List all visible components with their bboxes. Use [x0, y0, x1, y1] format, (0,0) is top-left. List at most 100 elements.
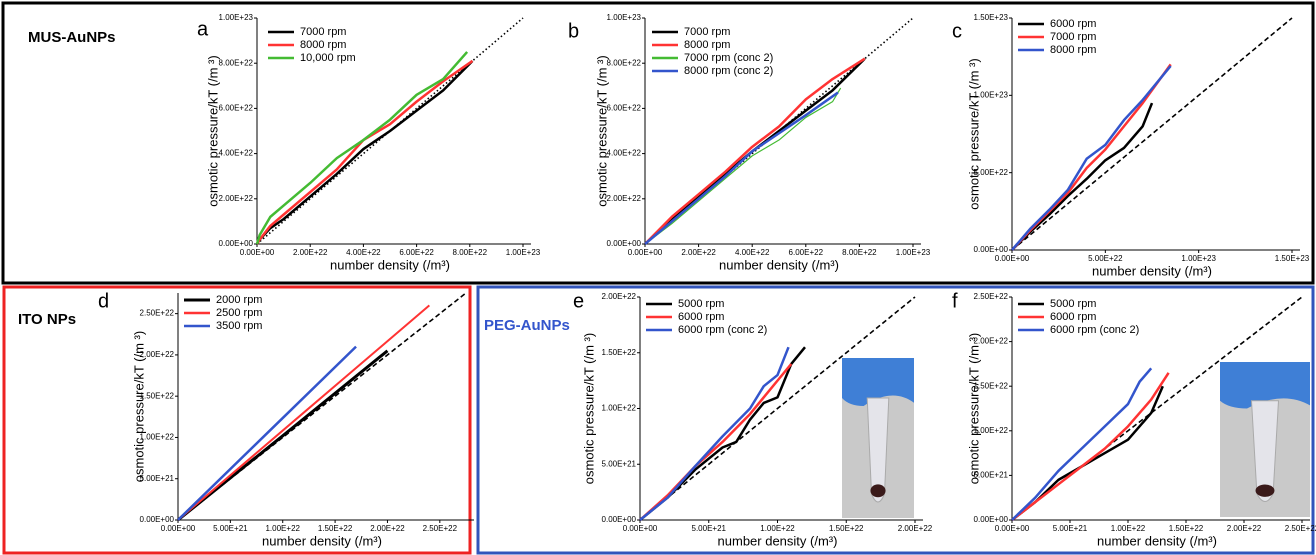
legend-label: 5000 rpm [678, 298, 724, 310]
legend-label: 7000 rpm [1050, 31, 1096, 43]
y-tick-label: 6.00E+22 [219, 104, 254, 113]
data-line [1011, 65, 1172, 251]
x-tick-label: 2.00E+22 [1227, 524, 1262, 533]
y-tick-label: 8.00E+22 [219, 58, 254, 67]
y-tick-label: 0.00E+00 [607, 239, 642, 248]
data-line [177, 345, 357, 521]
x-tick-label: 0.00E+00 [995, 254, 1030, 263]
y-tick-label: 0.00E+00 [140, 515, 175, 524]
x-tick-label: 0.00E+00 [628, 248, 663, 257]
legend-label: 8000 rpm [1050, 44, 1096, 56]
y-tick-label: 2.00E+22 [974, 337, 1009, 346]
y-tick-label: 0.00E+00 [602, 515, 637, 524]
x-axis-title: number density (/m³) [330, 257, 450, 272]
y-tick-label: 2.00E+22 [140, 350, 175, 359]
x-axis-title: number density (/m³) [262, 533, 382, 548]
x-tick-label: 2.50E+22 [1285, 524, 1316, 533]
data-line [1011, 367, 1153, 521]
legend-label: 8000 rpm [684, 39, 730, 51]
y-tick-label: 8.00E+22 [607, 58, 642, 67]
reference-line [639, 296, 916, 521]
group-label: PEG-AuNPs [484, 317, 570, 334]
legend-label: 2500 rpm [216, 307, 262, 319]
data-line [644, 57, 866, 245]
y-axis-title: osmotic pressure/kT (/m ³) [205, 55, 220, 206]
y-tick-label: 2.00E+22 [219, 194, 254, 203]
y-tick-label: 1.00E+22 [974, 426, 1009, 435]
data-line [1011, 102, 1154, 251]
x-tick-label: 6.00E+22 [789, 248, 824, 257]
y-tick-label: 2.50E+22 [140, 309, 175, 318]
x-tick-label: 2.00E+22 [681, 248, 716, 257]
x-axis-title: number density (/m³) [1097, 533, 1217, 548]
x-tick-label: 2.50E+22 [423, 524, 458, 533]
inset-pellet [870, 484, 886, 498]
data-line [255, 59, 474, 245]
x-tick-label: 1.50E+22 [829, 524, 864, 533]
x-tick-label: 4.00E+22 [735, 248, 770, 257]
x-tick-label: 1.00E+22 [1111, 524, 1146, 533]
y-tick-label: 0.00E+00 [974, 245, 1009, 254]
legend-label: 3500 rpm [216, 320, 262, 332]
reference-line [1011, 17, 1293, 251]
legend-label: 5000 rpm [1050, 298, 1096, 310]
legend-label: 6000 rpm (conc 2) [1050, 324, 1139, 336]
y-tick-label: 0.00E+00 [219, 239, 254, 248]
legend-label: 8000 rpm [300, 39, 346, 51]
inset-glove [842, 358, 914, 406]
y-axis-title: osmotic pressure/kT (/m ³) [581, 333, 596, 484]
reference-line [644, 17, 914, 245]
y-tick-label: 4.00E+22 [219, 149, 254, 158]
panel-letter: f [952, 290, 958, 312]
x-tick-label: 1.50E+22 [1169, 524, 1204, 533]
legend-label: 6000 rpm (conc 2) [678, 324, 767, 336]
legend-label: 8000 rpm (conc 2) [684, 65, 773, 77]
y-tick-label: 2.50E+22 [974, 292, 1009, 301]
legend-label: 6000 rpm [1050, 18, 1096, 30]
inset-pellet [1255, 484, 1275, 497]
y-tick-label: 2.00E+22 [602, 292, 637, 301]
x-tick-label: 6.00E+22 [399, 248, 434, 257]
panel-letter: c [952, 20, 962, 42]
data-line [644, 91, 839, 245]
y-axis-title: osmotic pressure/kT (/m ³) [594, 55, 609, 206]
reference-line [177, 292, 467, 521]
x-tick-label: 1.50E+22 [318, 524, 353, 533]
group-frame [2, 285, 472, 555]
y-tick-label: 1.00E+22 [602, 404, 637, 413]
group-frame [476, 285, 1315, 555]
legend-label: 6000 rpm [1050, 311, 1096, 323]
data-line [639, 346, 806, 521]
group-frame [1, 1, 1315, 285]
data-line [639, 346, 790, 521]
x-tick-label: 0.00E+00 [623, 524, 658, 533]
x-tick-label: 5.00E+21 [692, 524, 727, 533]
y-tick-label: 1.50E+22 [140, 391, 175, 400]
x-tick-label: 5.00E+21 [213, 524, 248, 533]
x-tick-label: 5.00E+21 [1053, 524, 1088, 533]
y-tick-label: 1.00E+23 [219, 13, 254, 22]
y-tick-label: 1.50E+22 [974, 381, 1009, 390]
y-tick-label: 1.00E+23 [607, 13, 642, 22]
x-tick-label: 1.00E+23 [896, 248, 931, 257]
group-label: MUS-AuNPs [28, 29, 116, 46]
y-tick-label: 5.00E+22 [974, 168, 1009, 177]
x-axis-title: number density (/m³) [719, 257, 839, 272]
x-tick-label: 0.00E+00 [161, 524, 196, 533]
y-tick-label: 5.00E+21 [974, 471, 1009, 480]
x-tick-label: 1.00E+22 [265, 524, 300, 533]
legend-label: 6000 rpm [678, 311, 724, 323]
y-tick-label: 1.50E+22 [602, 348, 637, 357]
x-tick-label: 0.00E+00 [995, 524, 1030, 533]
y-tick-label: 4.00E+22 [607, 149, 642, 158]
x-axis-title: number density (/m³) [1092, 263, 1212, 278]
x-tick-label: 2.00E+22 [898, 524, 933, 533]
x-tick-label: 1.50E+23 [1275, 254, 1310, 263]
panel-letter: a [197, 18, 209, 40]
legend-label: 2000 rpm [216, 294, 262, 306]
x-tick-label: 2.00E+22 [370, 524, 405, 533]
data-line [644, 87, 842, 245]
x-tick-label: 8.00E+22 [453, 248, 488, 257]
legend-label: 7000 rpm [300, 26, 346, 38]
